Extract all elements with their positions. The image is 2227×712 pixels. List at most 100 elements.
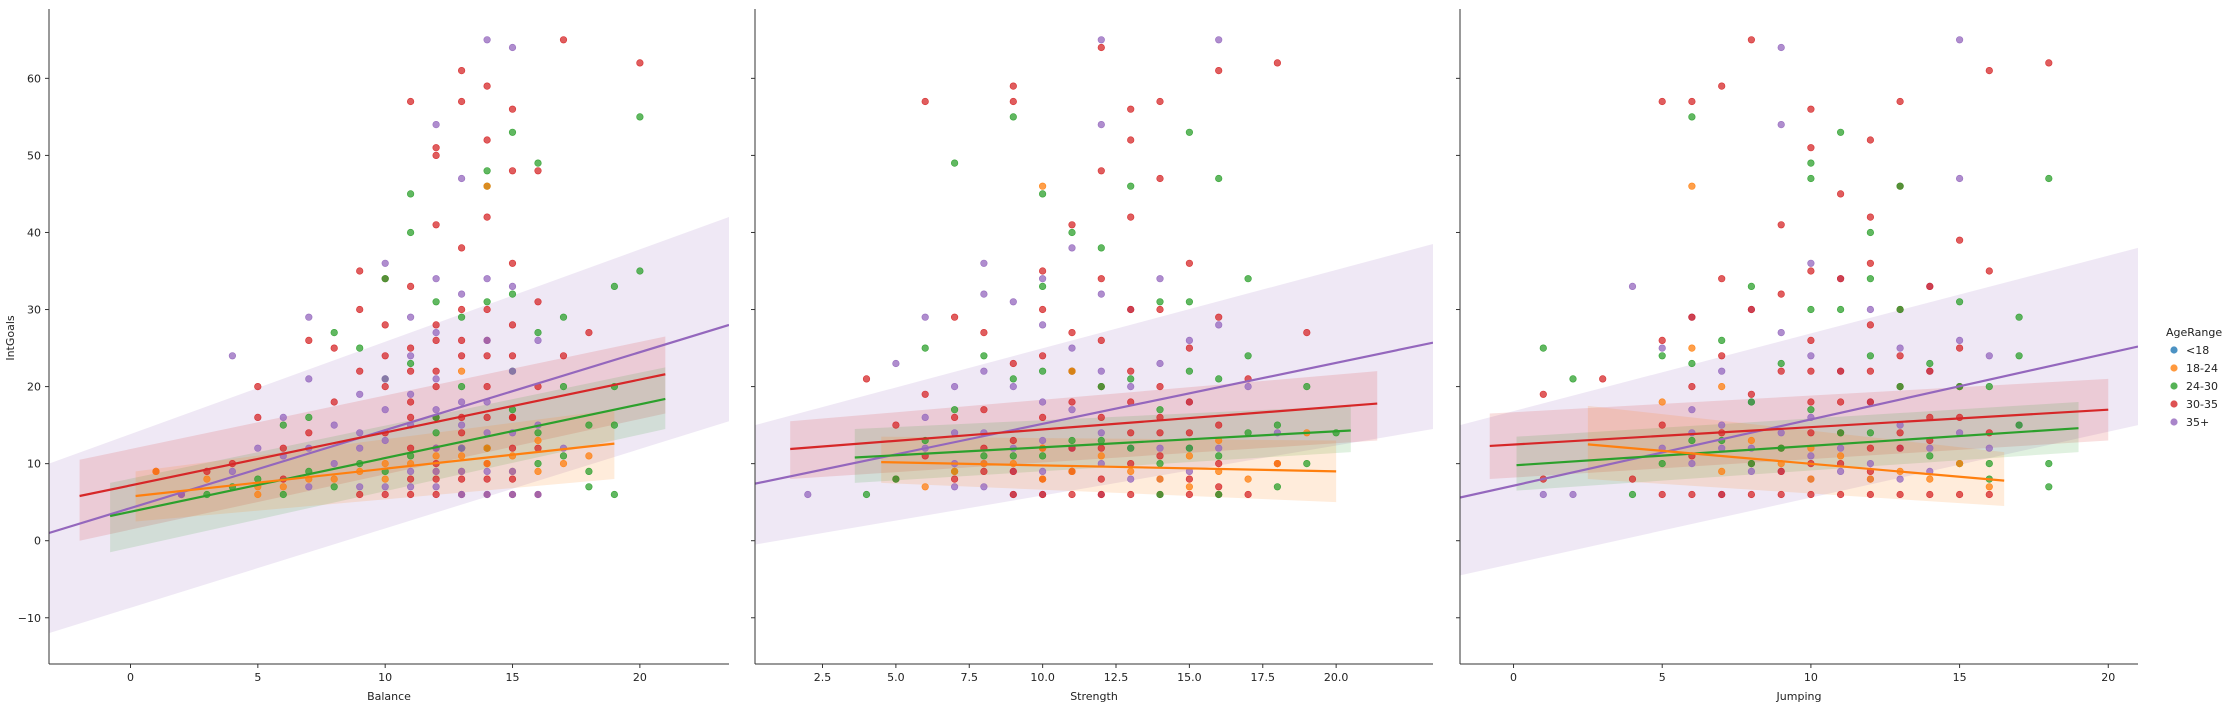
data-point-30-35 [1985,490,1993,499]
legend-marker [2170,364,2178,372]
data-point-24-30 [2015,352,2023,360]
data-point-30-35 [1127,213,1135,221]
data-point-35+ [1127,475,1135,483]
data-point-24-30 [1747,460,1755,468]
data-point-30-35 [1215,421,1223,429]
data-point-30-35 [1539,390,1547,398]
data-point-24-30 [1185,298,1193,306]
data-point-24-30 [1097,383,1105,391]
legend-marker [2170,400,2178,408]
data-point-30-35 [559,36,568,44]
data-point-30-35 [1097,336,1105,345]
data-point-24-30 [1747,398,1755,406]
data-point-24-30 [1807,159,1815,167]
data-point-35+ [1215,444,1223,452]
data-point-18-24 [534,436,542,445]
data-point-30-35 [1955,236,1964,244]
data-point-24-30 [1985,460,1993,468]
legend-label: 18-24 [2186,362,2218,375]
x-tick-label: 5.0 [887,671,905,684]
data-point-24-30 [1926,359,1934,368]
data-point-24-30 [1156,490,1164,499]
data-point-30-35 [1866,444,1874,452]
data-point-24-30 [1985,383,1993,391]
data-point-35+ [1836,467,1845,476]
data-point-30-35 [1009,359,1017,368]
data-point-35+ [483,467,491,476]
data-point-35+ [407,483,415,491]
data-point-35+ [1244,383,1252,391]
data-point-30-35 [330,398,338,406]
data-point-24-30 [279,490,287,499]
data-point-30-35 [483,305,491,314]
data-point-35+ [1777,429,1785,437]
data-point-30-35 [1866,136,1874,144]
data-point-35+ [458,398,466,406]
regression-line-18-24 [135,442,615,498]
x-tick-label: 7.5 [961,671,979,684]
regression-line-24-30 [854,429,1351,459]
data-point-24-30 [559,313,568,321]
data-point-30-35 [1718,275,1726,283]
data-point-30-35 [1068,490,1076,499]
data-point-30-35 [862,375,871,383]
data-point-24-30 [1866,228,1874,237]
data-point-30-35 [1156,452,1164,460]
data-point-30-35 [458,305,466,314]
data-point-30-35 [407,490,415,499]
data-point-30-35 [1747,36,1755,44]
data-point-35+ [980,290,988,298]
data-point-30-35 [1747,305,1755,314]
data-point-24-30 [1215,490,1223,499]
data-point-30-35 [458,352,466,360]
data-point-24-30 [1156,298,1164,306]
data-point-18-24 [1718,383,1726,391]
data-point-30-35 [356,305,364,314]
data-point-18-24 [534,467,542,476]
legend-entries: <18 18-24 24-30 30-35 35+ [2170,344,2218,429]
legend-label: 30-35 [2186,398,2218,411]
data-point-24-30 [1038,190,1047,198]
data-point-30-35 [1955,490,1964,499]
panel-balance: −10 0 10 20 30 40 50 60 0 5 10 15 20 Balance [18,9,729,703]
data-point-30-35 [1896,490,1904,499]
data-point-35+ [950,483,959,491]
data-point-30-35 [1985,267,1993,275]
data-point-30-35 [407,444,415,452]
data-point-30-35 [950,413,959,422]
data-point-35+ [534,490,542,499]
data-point-30-35 [432,490,440,499]
data-point-24-30 [1866,429,1874,437]
panel-strength: 2.5 5.0 7.5 10.0 12.5 15.0 17.5 20.0 Strength [751,9,1433,703]
data-point-30-35 [1009,97,1017,106]
data-point-30-35 [432,221,440,229]
y-tick-label: 10 [27,458,41,471]
data-point-30-35 [381,383,389,391]
data-point-30-35 [1836,275,1845,283]
data-point-30-35 [636,59,644,67]
data-point-24-30 [1658,352,1666,360]
x-axis-label: Jumping [1776,690,1822,703]
data-point-30-35 [305,429,313,437]
data-point-24-30 [534,429,542,437]
data-point-18-24 [483,460,491,468]
data-point-24-30 [1688,359,1696,368]
data-point-18-24 [458,367,466,375]
data-point-24-30 [1185,128,1193,136]
data-point-30-35 [1807,398,1815,406]
data-point-35+ [305,313,313,321]
legend-entry: 30-35 [2170,398,2218,411]
data-point-30-35 [1215,66,1223,75]
regression-line-18-24 [881,461,1337,473]
data-point-35+ [892,359,900,368]
data-point-35+ [1127,383,1135,391]
data-point-30-35 [483,213,491,221]
data-point-30-35 [892,421,900,429]
data-point-30-35 [1836,490,1845,499]
data-point-30-35 [534,444,542,452]
data-point-30-35 [407,367,415,375]
data-point-30-35 [508,352,517,360]
data-point-24-30 [407,359,415,368]
data-point-24-30 [1866,275,1874,283]
